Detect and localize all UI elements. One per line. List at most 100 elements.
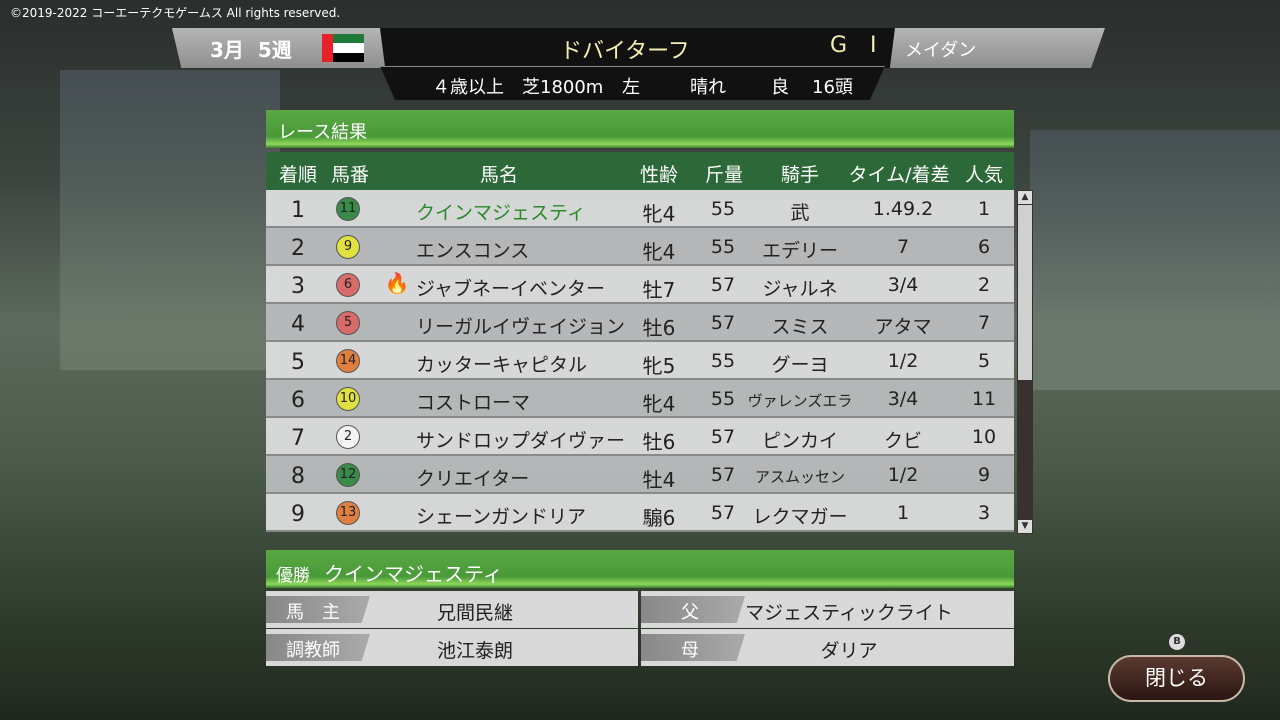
b-button-icon: B xyxy=(1169,634,1185,650)
time-margin: 1.49.2 xyxy=(872,198,934,220)
dam-row: 母 ダリア xyxy=(641,629,1014,666)
runners: 16頭 xyxy=(812,77,853,98)
position: 4 xyxy=(291,312,305,337)
going: 良 xyxy=(771,77,789,98)
results-column-header: 着順 馬番 馬名 性齢 斤量 騎手 タイム/着差 人気 xyxy=(266,152,1014,190)
weight: 57 xyxy=(710,274,736,296)
horse-name: ジャブネーイベンター xyxy=(416,278,606,300)
jockey: アスムッセン xyxy=(754,468,846,486)
race-title-bar xyxy=(380,28,895,68)
winner-name: クインマジェスティ xyxy=(324,562,503,586)
winner-bar: 優勝 クインマジェスティ xyxy=(266,550,1014,588)
horse-name: カッターキャピタル xyxy=(416,354,588,376)
result-row[interactable]: 3 6 🔥 ジャブネーイベンター 牡7 57 ジャルネ 3/4 2 xyxy=(266,266,1014,304)
sex-age: 牝4 xyxy=(642,392,676,416)
close-button[interactable]: 閉じる xyxy=(1108,655,1245,702)
winner-label: 優勝 xyxy=(276,566,310,586)
position: 9 xyxy=(291,502,305,527)
position: 7 xyxy=(291,426,305,451)
racecourse: メイダン xyxy=(905,40,977,61)
horse-number-badge: 5 xyxy=(336,311,360,335)
race-conditions-bar xyxy=(380,66,885,100)
owner-value: 兄間民継 xyxy=(436,602,514,624)
horse-number-badge: 6 xyxy=(336,273,360,297)
age-condition: ４歳以上 xyxy=(432,77,504,98)
horse-number-badge: 9 xyxy=(336,235,360,259)
copyright: ©2019-2022 コーエーテクモゲームス All rights reserv… xyxy=(10,6,341,20)
scroll-down-icon[interactable]: ▼ xyxy=(1018,520,1032,533)
time-margin: 1 xyxy=(896,502,910,524)
dam-label: 母 xyxy=(641,634,745,661)
direction: 左 xyxy=(622,77,640,98)
position: 6 xyxy=(291,388,305,413)
jockey: ピンカイ xyxy=(761,430,839,452)
scrollbar-thumb[interactable] xyxy=(1018,205,1032,380)
col-weight: 斤量 xyxy=(704,164,744,186)
popularity: 2 xyxy=(977,274,991,296)
results-scrollbar[interactable]: ▲ ▼ xyxy=(1017,190,1033,534)
horse-number-badge: 12 xyxy=(336,463,360,487)
horse-name: クインマジェスティ xyxy=(416,202,586,224)
trainer-label: 調教師 xyxy=(266,634,370,661)
race-date: 3月 5週 xyxy=(210,34,292,63)
horse-name: サンドロップダイヴァー xyxy=(416,430,626,452)
result-row[interactable]: 2 9 エンスコンス 牝4 55 エデリー 7 6 xyxy=(266,228,1014,266)
result-row[interactable]: 6 10 コストローマ 牝4 55 ヴァレンズエラ 3/4 11 xyxy=(266,380,1014,418)
fire-icon: 🔥 xyxy=(384,271,410,295)
horse-number-badge: 11 xyxy=(336,197,360,221)
owner-row: 馬 主 兄間民継 xyxy=(266,591,638,628)
weight: 57 xyxy=(710,426,736,448)
sire-row: 父マジェスティックライト xyxy=(641,591,1014,628)
result-row[interactable]: 9 13 シェーンガンドリア 騸6 57 レクマガー 1 3 xyxy=(266,494,1014,532)
horse-name: シェーンガンドリア xyxy=(416,506,587,528)
horse-number-badge: 2 xyxy=(336,425,360,449)
popularity: 11 xyxy=(971,388,997,410)
owner-label: 馬 主 xyxy=(266,596,370,623)
weight: 55 xyxy=(710,388,736,410)
popularity: 6 xyxy=(977,236,991,258)
sex-age: 牡4 xyxy=(642,468,676,492)
jockey: 武 xyxy=(790,202,810,224)
race-grade: G I xyxy=(830,33,885,58)
results-title: レース結果 xyxy=(266,110,1014,148)
horse-name: エンスコンス xyxy=(416,240,530,262)
time-margin: 3/4 xyxy=(887,274,919,296)
jockey: グーヨ xyxy=(771,354,829,376)
sex-age: 騸6 xyxy=(642,506,676,530)
result-row[interactable]: 1 11 クインマジェスティ 牝4 55 武 1.49.2 1 xyxy=(266,190,1014,228)
sex-age: 牝4 xyxy=(642,202,676,226)
surface-distance: 芝1800m xyxy=(522,77,604,98)
popularity: 3 xyxy=(977,502,991,524)
uae-flag-icon xyxy=(322,34,364,62)
scroll-up-icon[interactable]: ▲ xyxy=(1018,191,1032,204)
result-row[interactable]: 4 5 リーガルイヴェイジョン 牡6 57 スミス アタマ 7 xyxy=(266,304,1014,342)
sex-age: 牡6 xyxy=(642,316,676,340)
jockey: スミス xyxy=(771,316,829,338)
result-row[interactable]: 7 2 サンドロップダイヴァー 牡6 57 ピンカイ クビ 10 xyxy=(266,418,1014,456)
popularity: 7 xyxy=(977,312,991,334)
col-position: 着順 xyxy=(278,164,318,186)
jockey: レクマガー xyxy=(752,506,848,528)
race-name: ドバイターフ xyxy=(560,39,690,64)
time-margin: 1/2 xyxy=(887,464,919,486)
background-stadium xyxy=(1030,130,1280,390)
dam-value: ダリア xyxy=(820,640,878,662)
weather: 晴れ xyxy=(690,77,726,98)
popularity: 5 xyxy=(977,350,991,372)
col-jockey: 騎手 xyxy=(780,164,820,186)
position: 1 xyxy=(291,198,305,223)
week: 5週 xyxy=(257,38,292,62)
col-popularity: 人気 xyxy=(964,164,1004,186)
result-row[interactable]: 8 12 クリエイター 牡4 57 アスムッセン 1/2 9 xyxy=(266,456,1014,494)
popularity: 9 xyxy=(977,464,991,486)
weight: 55 xyxy=(710,198,736,220)
sire-value: マジェスティックライト xyxy=(745,602,953,624)
jockey: ジャルネ xyxy=(762,278,838,300)
background-stadium xyxy=(60,70,280,370)
horse-number-badge: 13 xyxy=(336,501,360,525)
sex-age: 牡7 xyxy=(642,278,676,302)
sex-age: 牡6 xyxy=(642,430,676,454)
time-margin: 3/4 xyxy=(887,388,919,410)
result-row[interactable]: 5 14 カッターキャピタル 牝5 55 グーヨ 1/2 5 xyxy=(266,342,1014,380)
